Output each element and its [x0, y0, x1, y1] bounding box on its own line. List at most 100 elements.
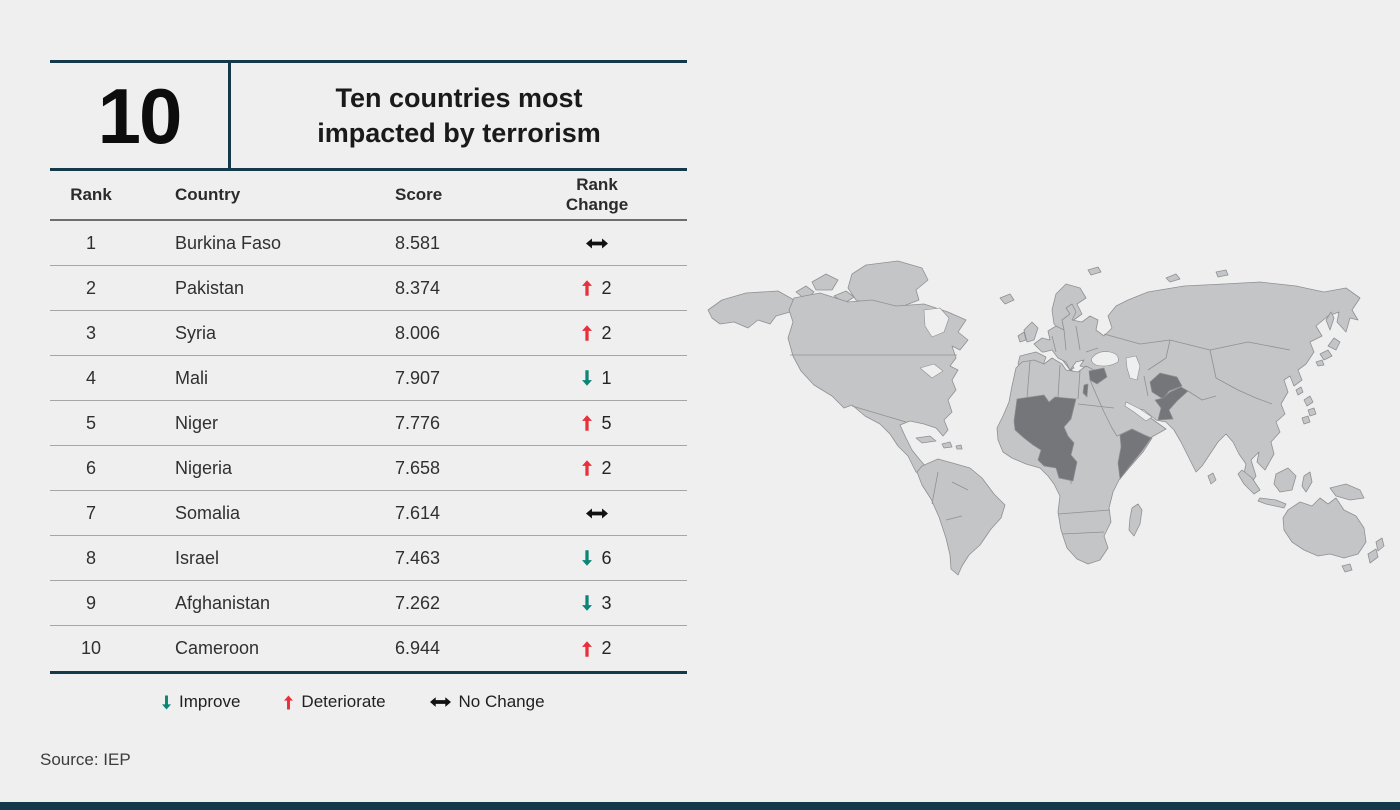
source-text: Source: IEP: [40, 750, 131, 769]
up-arrow-icon: [582, 460, 593, 476]
world-map-svg: [707, 260, 1385, 576]
legend-item-improve: Improve: [162, 692, 240, 712]
rank-change-cell: 6: [545, 548, 687, 569]
score-cell: 8.581: [395, 232, 441, 253]
improve-down-arrow-icon: [162, 695, 171, 710]
table-row: 4 Mali 7.907 1: [50, 356, 687, 401]
column-header-rank-change: Rank Change: [565, 175, 629, 214]
rank-cell: 5: [85, 412, 96, 433]
footer-accent-bar: [0, 802, 1400, 810]
up-arrow-icon: [582, 280, 593, 296]
down-arrow-icon: [582, 550, 593, 566]
table-row: 10 Cameroon 6.944 2: [50, 626, 687, 671]
column-header-country: Country: [175, 185, 241, 204]
big-number-cell: 10: [50, 63, 228, 168]
legend-improve-label: Improve: [179, 692, 241, 711]
rank-change-cell: 1: [545, 368, 687, 389]
terrorism-index-panel: 10 Ten countries most impacted by terror…: [50, 60, 687, 717]
score-cell: 7.907: [395, 367, 441, 388]
down-arrow-icon: [582, 595, 593, 611]
left-right-arrow-icon: [586, 507, 608, 519]
rank-cell: 10: [80, 638, 102, 658]
table-row: 7 Somalia 7.614: [50, 491, 687, 536]
deteriorate-up-arrow-icon: [284, 695, 294, 710]
title-line-2: impacted by terrorism: [317, 117, 601, 148]
no-change-left-right-arrow-icon: [429, 697, 451, 707]
map-country-israel: [1082, 383, 1089, 398]
country-cell: Pakistan: [175, 277, 245, 298]
score-cell: 7.658: [395, 457, 441, 478]
country-cell: Afghanistan: [175, 592, 271, 613]
rank-cell: 3: [85, 322, 96, 343]
down-arrow-icon: [582, 370, 593, 386]
country-cell: Syria: [175, 322, 217, 343]
score-cell: 7.463: [395, 547, 441, 568]
country-cell: Nigeria: [175, 457, 233, 478]
rank-cell: 1: [85, 232, 96, 253]
map-country-west-africa-cluster: [1013, 394, 1078, 482]
column-header-score: Score: [395, 185, 443, 204]
map-highlighted-countries: [1013, 367, 1189, 482]
map-country-afghanistan: [1149, 372, 1183, 400]
table-row: 9 Afghanistan 7.262 3: [50, 581, 687, 626]
rank-cell: 2: [85, 277, 96, 298]
country-cell: Israel: [175, 547, 220, 568]
up-arrow-icon: [582, 640, 593, 657]
score-cell: 8.374: [395, 277, 441, 298]
score-cell: 7.262: [395, 592, 441, 613]
column-header-rank: Rank: [70, 185, 112, 204]
panel-number: 10: [97, 71, 183, 160]
world-map: [700, 258, 1396, 610]
rank-cell: 6: [85, 457, 96, 478]
rank-cell: 7: [85, 502, 96, 523]
rank-change-cell: 5: [545, 413, 687, 434]
country-cell: Niger: [175, 412, 219, 433]
rank-change-value: 6: [601, 547, 612, 568]
table-row: 3 Syria 8.006 2: [50, 311, 687, 356]
legend-item-no-change: No Change: [429, 692, 545, 712]
rank-cell: 8: [85, 547, 96, 568]
table-row: 6 Nigeria 7.658 2: [50, 446, 687, 491]
rank-change-value: 2: [601, 457, 612, 478]
score-cell: 6.944: [395, 638, 441, 658]
rank-change-cell: 2: [545, 458, 687, 479]
rank-change-cell: [545, 237, 687, 249]
score-cell: 7.614: [395, 502, 441, 523]
country-cell: Mali: [175, 367, 209, 388]
title-line-1: Ten countries most: [335, 82, 583, 113]
rank-change-value: 2: [601, 277, 612, 298]
up-arrow-icon: [582, 325, 593, 341]
country-cell: Somalia: [175, 502, 241, 523]
up-arrow-icon: [582, 415, 593, 431]
rank-change-cell: 2: [545, 638, 687, 659]
map-country-pakistan: [1154, 386, 1189, 421]
rank-cell: 9: [85, 592, 96, 613]
rank-change-cell: 2: [545, 278, 687, 299]
rank-change-value: 2: [601, 322, 612, 343]
legend: Improve Deteriorate No Change: [50, 687, 687, 717]
rank-change-value: 2: [601, 638, 612, 658]
panel-header: 10 Ten countries most impacted by terror…: [50, 60, 687, 171]
panel-title: Ten countries most impacted by terrorism: [231, 63, 687, 168]
rank-change-cell: [545, 507, 687, 519]
rank-change-value: 5: [601, 412, 612, 433]
rank-cell: 4: [85, 367, 96, 388]
map-country-syria: [1088, 367, 1108, 385]
map-water-bodies: [919, 307, 1153, 422]
table-header-row: Rank Country Score Rank Change: [50, 171, 687, 221]
table-row: 8 Israel 7.463 6: [50, 536, 687, 581]
legend-deteriorate-label: Deteriorate: [301, 692, 386, 711]
rank-change-cell: 2: [545, 323, 687, 344]
rank-change-value: 1: [601, 367, 612, 388]
header-divider: [228, 63, 231, 168]
country-cell: Burkina Faso: [175, 232, 282, 253]
left-right-arrow-icon: [586, 237, 608, 249]
rank-change-cell: 3: [545, 593, 687, 614]
table-row: 2 Pakistan 8.374 2: [50, 266, 687, 311]
legend-item-deteriorate: Deteriorate: [284, 692, 386, 712]
legend-no-change-label: No Change: [458, 692, 545, 711]
table-row: 5 Niger 7.776 5: [50, 401, 687, 446]
table-body: 1 Burkina Faso 8.581 2 Pakistan 8.374: [50, 221, 687, 674]
map-country-somalia: [1117, 428, 1152, 480]
score-cell: 7.776: [395, 412, 441, 433]
